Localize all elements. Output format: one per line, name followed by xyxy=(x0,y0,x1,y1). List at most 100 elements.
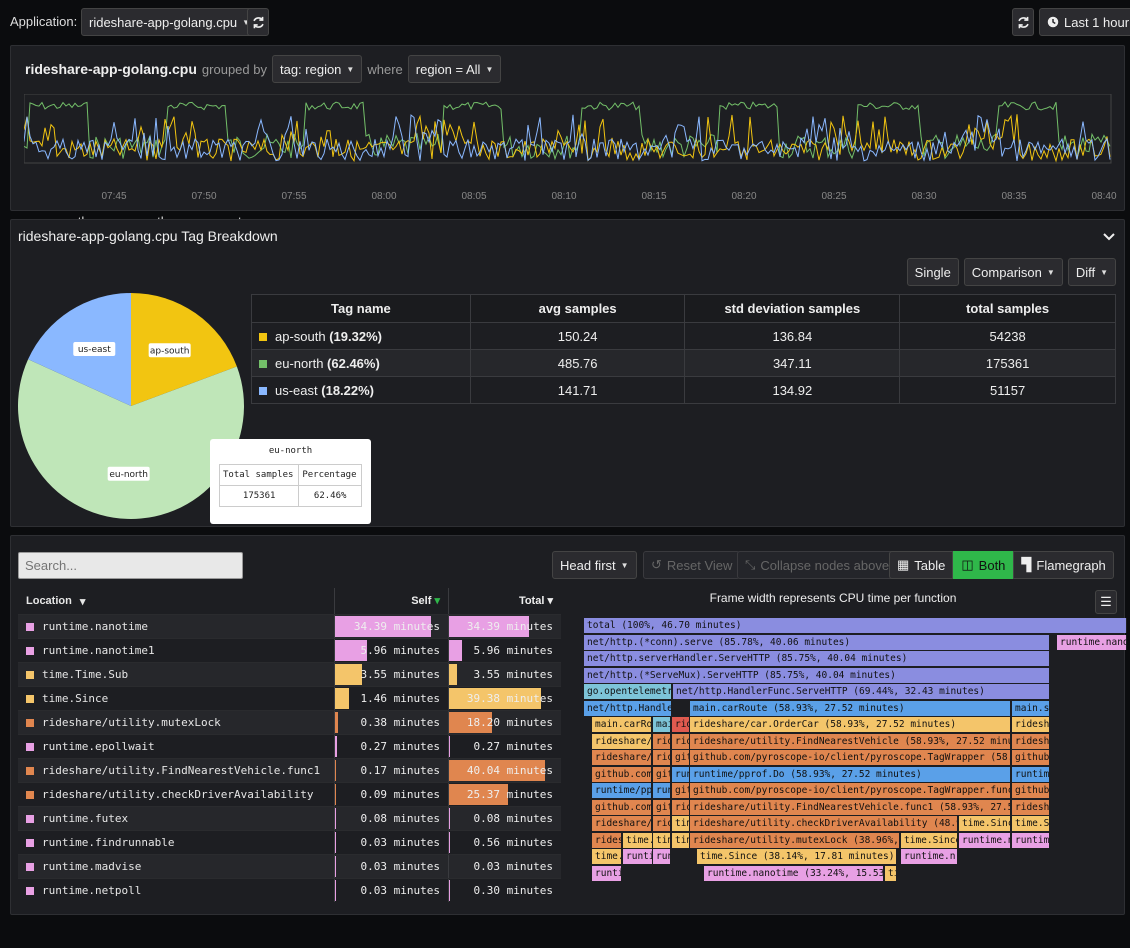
time-range-button[interactable]: Last 1 hour xyxy=(1039,8,1130,36)
flame-node[interactable]: runtime/ppr xyxy=(592,783,652,798)
flame-node[interactable]: git xyxy=(672,750,690,765)
collapse-chevron-icon[interactable] xyxy=(1102,230,1116,244)
flame-node[interactable]: runti xyxy=(623,849,653,864)
flamegraph[interactable]: total (100%, 46.70 minutes) net/http.(*co… xyxy=(573,618,1127,948)
col-total-samples[interactable]: total samples xyxy=(899,294,1116,323)
col-location[interactable]: Location ▾ xyxy=(18,588,334,614)
head-first-select[interactable]: Head first ▼ xyxy=(552,551,637,579)
flame-node[interactable]: rideshare/utility.FindNearestVehicle (58… xyxy=(690,733,1011,749)
table-row[interactable]: ap-south (19.32%) 150.24 136.84 54238 xyxy=(251,322,1116,350)
flame-node[interactable]: rideshare xyxy=(1012,733,1050,749)
table-row[interactable]: rideshare/utility.checkDriverAvailabilit… xyxy=(18,782,561,806)
flame-node[interactable]: net/http.HandlerF xyxy=(584,700,672,716)
flame-node[interactable]: rideshare/utility.FindNearestVehicle.fun… xyxy=(690,799,1011,815)
flame-node[interactable]: runtime.n xyxy=(959,832,1011,848)
col-self[interactable]: Self ▾ xyxy=(334,588,448,614)
table-row[interactable]: runtime.madvise 0.03 minutes 0.03 minutes xyxy=(18,854,561,878)
flame-node[interactable]: github. xyxy=(1012,783,1050,798)
refresh-app-button[interactable] xyxy=(247,8,269,36)
flame-node[interactable]: time.Since xyxy=(901,832,958,848)
flame-node[interactable]: rid xyxy=(672,733,690,749)
table-row[interactable]: time.Since 1.46 minutes 39.38 minutes xyxy=(18,686,561,710)
flame-node[interactable]: rid xyxy=(672,717,690,732)
flame-node[interactable]: rideshare/utility.checkDriverAvailabilit… xyxy=(690,816,958,831)
flame-node[interactable]: github.com/ xyxy=(592,766,652,782)
flame-node[interactable]: time. xyxy=(623,832,653,848)
flame-node[interactable]: total (100%, 46.70 minutes) xyxy=(584,618,1127,633)
flame-node[interactable]: github.com/ xyxy=(592,799,652,815)
flame-node[interactable]: main.carRoute (58.93%, 27.52 minutes) xyxy=(690,700,1011,716)
table-row[interactable]: eu-north (62.46%) 485.76 347.11 175361 xyxy=(251,349,1116,377)
diff-button[interactable]: Diff ▼ xyxy=(1067,258,1116,286)
table-row[interactable]: runtime.netpoll 0.03 minutes 0.30 minutes xyxy=(18,878,561,902)
flame-node[interactable]: time.Since xyxy=(959,816,1011,831)
flame-node[interactable]: time.Since (38.14%, 17.81 minutes) xyxy=(697,849,897,864)
flame-menu-button[interactable]: ☰ xyxy=(1095,590,1117,614)
flame-node[interactable]: run xyxy=(653,849,671,864)
flame-node[interactable]: runtimei xyxy=(1012,832,1050,848)
search-input[interactable] xyxy=(18,552,243,579)
table-row[interactable]: runtime.findrunnable 0.03 minutes 0.56 min… xyxy=(18,830,561,854)
flame-node[interactable]: github. xyxy=(1012,750,1050,765)
flame-node[interactable]: run xyxy=(672,766,690,782)
flame-node[interactable]: runtime/pprof.Do (58.93%, 27.52 minutes) xyxy=(690,766,1011,782)
flame-node[interactable]: rides xyxy=(592,832,622,848)
flame-node[interactable]: rideshare/utility.mutexLock (38.96%, 18. xyxy=(690,832,900,848)
collapse-nodes-button[interactable]: ⤡ Collapse nodes above xyxy=(737,551,898,579)
flame-node[interactable]: net/http.serverHandler.ServeHTTP (85.75%… xyxy=(584,651,1050,666)
flame-node[interactable]: runtime.nanot xyxy=(1057,634,1127,650)
col-avg-samples[interactable]: avg samples xyxy=(469,294,686,323)
table-row[interactable]: runtime.futex 0.08 minutes 0.08 minutes xyxy=(18,806,561,830)
tag-pie-chart[interactable]: ap-south eu-north us-east xyxy=(18,293,248,523)
flame-node[interactable]: runti xyxy=(592,865,622,881)
flame-node[interactable]: runtime.nanotime (33.24%, 15.53 mi xyxy=(704,865,884,881)
flame-node[interactable]: main.sc xyxy=(1012,700,1050,716)
flame-node[interactable]: rid xyxy=(653,733,671,749)
table-row[interactable]: rideshare/utility.mutexLock 0.38 minutes 1… xyxy=(18,710,561,734)
refresh-button[interactable] xyxy=(1012,8,1034,36)
flame-node[interactable]: git xyxy=(653,799,671,815)
flame-node[interactable]: runtime.n xyxy=(901,849,958,864)
flame-node[interactable]: rid xyxy=(672,799,690,815)
table-row[interactable]: us-east (18.22%) 141.71 134.92 51157 xyxy=(251,376,1116,404)
flame-node[interactable]: rideshare/c xyxy=(592,733,652,749)
col-std-samples[interactable]: std deviation samples xyxy=(684,294,901,323)
table-row[interactable]: rideshare/utility.FindNearestVehicle.fun… xyxy=(18,758,561,782)
flame-node[interactable]: rid xyxy=(653,750,671,765)
flame-node[interactable]: tim xyxy=(672,832,690,848)
flame-node[interactable]: rideshare/u xyxy=(592,750,652,765)
flame-node[interactable]: git xyxy=(653,766,671,782)
flame-node[interactable]: ti xyxy=(885,865,897,881)
application-select[interactable]: rideshare-app-golang.cpu ▼ xyxy=(81,8,259,36)
flame-node[interactable]: github.com/pyroscope-io/client/pyroscope… xyxy=(690,783,1011,798)
flame-node[interactable]: rideshare/c xyxy=(592,816,652,831)
col-tag-name[interactable]: Tag name xyxy=(251,294,471,323)
flame-node[interactable]: rideshare xyxy=(1012,717,1050,732)
tab-flamegraph[interactable]: ▜ Flamegraph xyxy=(1013,551,1114,579)
flame-node[interactable]: net/http.(*ServeMux).ServeHTTP (85.75%, … xyxy=(584,667,1050,683)
filter-select[interactable]: region = All ▼ xyxy=(407,55,502,83)
flame-node[interactable]: time.Since xyxy=(592,849,622,864)
flame-node[interactable]: tim xyxy=(672,816,690,831)
single-button[interactable]: Single xyxy=(906,258,959,286)
pie-slice-eu[interactable] xyxy=(18,359,244,519)
table-row[interactable]: runtime.epollwait 0.27 minutes 0.27 minute… xyxy=(18,734,561,758)
flame-node[interactable]: run xyxy=(653,783,671,798)
flame-node[interactable]: go.opentelemetry. xyxy=(584,684,672,699)
flame-node[interactable]: rideshare xyxy=(1012,799,1050,815)
comparison-button[interactable]: Comparison ▼ xyxy=(963,258,1063,286)
flame-node[interactable]: git xyxy=(672,783,690,798)
flame-node[interactable]: net/http.HandlerFunc.ServeHTTP (69.44%, … xyxy=(673,684,1050,699)
group-by-select[interactable]: tag: region ▼ xyxy=(271,55,363,83)
tab-table[interactable]: ▦ Table xyxy=(889,551,954,579)
table-row[interactable]: time.Time.Sub 3.55 minutes 3.55 minutes xyxy=(18,662,561,686)
table-row[interactable]: runtime.nanotime1 5.96 minutes 5.96 minute… xyxy=(18,638,561,662)
flame-node[interactable]: github.com/pyroscope-io/client/pyroscope… xyxy=(690,750,1011,765)
flame-node[interactable]: main.carRou xyxy=(592,717,652,732)
reset-view-button[interactable]: ↺ Reset View xyxy=(643,551,741,579)
flame-node[interactable]: rideshare/car.OrderCar (58.93%, 27.52 mi… xyxy=(690,717,1011,732)
flame-node[interactable]: rid xyxy=(653,816,671,831)
flame-node[interactable]: tim xyxy=(653,832,671,848)
timeline-chart[interactable] xyxy=(24,94,1112,164)
table-row[interactable]: runtime.nanotime 34.39 minutes 34.39 minut… xyxy=(18,614,561,638)
